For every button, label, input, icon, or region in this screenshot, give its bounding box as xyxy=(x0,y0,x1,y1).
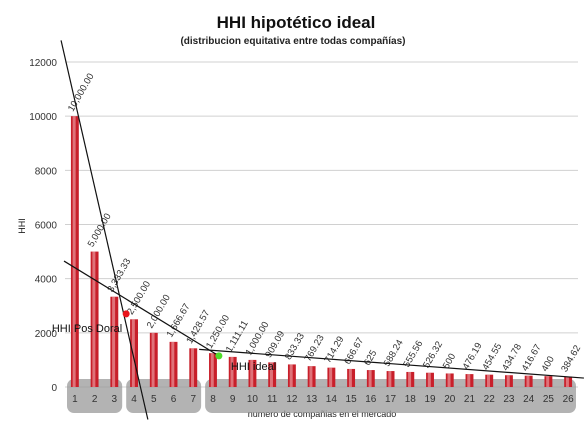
x-tick-label: 4 xyxy=(131,394,137,405)
bar-highlight xyxy=(408,371,412,387)
x-tick-label: 18 xyxy=(405,394,417,405)
bar-highlight xyxy=(269,362,273,387)
x-label-box xyxy=(67,379,123,413)
bar-highlight xyxy=(467,374,471,387)
x-label-boxes xyxy=(67,379,576,413)
bar-highlight xyxy=(447,373,451,387)
x-tick-label: 26 xyxy=(563,394,575,405)
pos-doral-point xyxy=(122,310,130,318)
bar-highlight xyxy=(427,372,431,387)
data-label: 5,000.00 xyxy=(86,212,114,250)
y-axis-label: HHI xyxy=(17,218,27,234)
x-tick-label: 9 xyxy=(230,394,236,405)
y-tick-label: 12000 xyxy=(29,58,57,69)
y-tick-label: 6000 xyxy=(35,221,58,232)
bar-highlight xyxy=(309,366,313,387)
x-tick-label: 8 xyxy=(210,394,216,405)
y-tick-label: 10000 xyxy=(29,112,57,123)
x-tick-label: 2 xyxy=(92,394,98,405)
data-labels: 10,000.005,000.003,333.332,500.002,000.0… xyxy=(66,72,583,375)
x-tick-label: 11 xyxy=(267,394,278,405)
bar-highlight xyxy=(388,371,392,387)
x-tick-label: 22 xyxy=(484,394,496,405)
x-tick-label: 6 xyxy=(171,394,177,405)
x-label-box xyxy=(205,379,576,413)
bar-highlight xyxy=(191,348,195,387)
x-tick-label: 19 xyxy=(424,394,436,405)
x-tick-label: 7 xyxy=(190,394,196,405)
annotation-hhi-pos-doral: HHI Pos Doral xyxy=(52,323,122,335)
x-tick-label: 13 xyxy=(306,394,318,405)
x-tick-label: 1 xyxy=(72,394,78,405)
bar-highlight xyxy=(506,375,510,387)
data-label: 625 xyxy=(362,348,379,367)
data-label: 384.62 xyxy=(559,343,583,374)
annotation-hhi-ideal: HHI ideal xyxy=(231,361,276,373)
x-tick-label: 21 xyxy=(464,394,476,405)
steep-trend-line xyxy=(60,40,149,420)
bar-highlight xyxy=(131,319,135,387)
y-tick-label: 0 xyxy=(51,383,57,394)
bar-highlight xyxy=(329,367,333,387)
x-tick-label: 24 xyxy=(523,394,535,405)
bar-highlight xyxy=(250,359,254,387)
x-tick-label: 5 xyxy=(151,394,157,405)
data-label: 2,500.00 xyxy=(125,279,153,317)
bar-highlight xyxy=(72,116,76,388)
flat-trend-line xyxy=(199,348,584,379)
bar-highlight xyxy=(546,376,550,387)
bar-highlight xyxy=(171,341,175,387)
y-tick-label: 2000 xyxy=(35,329,58,340)
ideal-point xyxy=(215,352,223,360)
bar-highlight xyxy=(526,375,530,387)
bar-highlight xyxy=(112,296,116,387)
x-tick-label: 12 xyxy=(286,394,298,405)
bars xyxy=(70,116,573,388)
x-tick-label: 20 xyxy=(444,394,456,405)
bar-highlight xyxy=(348,368,352,387)
y-tick-label: 8000 xyxy=(35,166,58,177)
x-tick-label: 3 xyxy=(112,394,118,405)
data-label: 400 xyxy=(539,354,556,373)
bar-highlight xyxy=(289,364,293,387)
bar-highlight xyxy=(565,376,569,387)
mid-trend-line xyxy=(63,260,220,357)
bar-highlight xyxy=(368,370,372,387)
chart-subtitle: (distribucion equitativa entre todas com… xyxy=(180,36,405,47)
chart-title: HHI hipotético ideal xyxy=(217,13,376,32)
x-tick-label: 16 xyxy=(365,394,377,405)
x-tick-label: 14 xyxy=(326,394,338,405)
annotations: HHI Pos Doral HHI ideal xyxy=(52,323,276,373)
x-tick-label: 15 xyxy=(346,394,358,405)
x-axis-label: numero de compañias en el mercado xyxy=(248,409,397,419)
bar-highlight xyxy=(210,353,214,387)
bar-highlight xyxy=(487,374,491,387)
x-tick-label: 17 xyxy=(385,394,397,405)
bar-highlight xyxy=(230,356,234,387)
bar-highlight xyxy=(92,251,96,387)
y-tick-label: 4000 xyxy=(35,275,58,286)
trend-lines xyxy=(60,40,584,420)
highlight-points xyxy=(122,310,223,360)
x-tick-label: 10 xyxy=(247,394,259,405)
bar-highlight xyxy=(151,332,155,387)
data-label: 10,000.00 xyxy=(66,72,97,114)
x-tick-label: 23 xyxy=(503,394,515,405)
x-tick-label: 25 xyxy=(543,394,555,405)
